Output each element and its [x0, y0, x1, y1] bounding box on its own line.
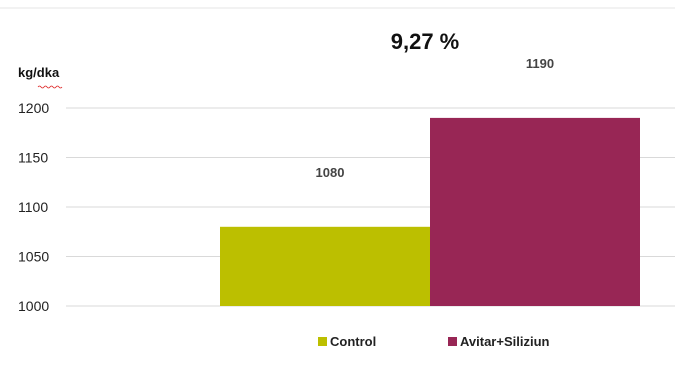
y-tick-label: 1000: [18, 298, 49, 314]
y-axis-ticks: 1000 1050 1100 1150 1200: [18, 100, 49, 314]
bar-control: [220, 226, 430, 306]
y-axis-unit-label: kg/dka: [18, 65, 60, 80]
legend-swatch: [448, 337, 457, 346]
legend-label: Avitar+Siliziun: [460, 334, 550, 349]
data-label: 1190: [526, 56, 554, 71]
data-labels: 1080 1190: [316, 56, 555, 180]
legend: Control Avitar+Siliziun: [318, 334, 550, 349]
legend-swatch: [318, 337, 327, 346]
bars: [220, 117, 640, 307]
spellcheck-underline: [37, 85, 63, 89]
y-tick-label: 1200: [18, 100, 49, 116]
bar-avitar-siliziun: [430, 117, 640, 307]
percentage-annotation: 9,27 %: [391, 29, 460, 54]
legend-label: Control: [330, 334, 376, 349]
data-label: 1080: [316, 165, 345, 180]
y-tick-label: 1150: [18, 150, 48, 166]
y-tick-label: 1100: [18, 199, 48, 215]
y-tick-label: 1050: [18, 249, 49, 265]
